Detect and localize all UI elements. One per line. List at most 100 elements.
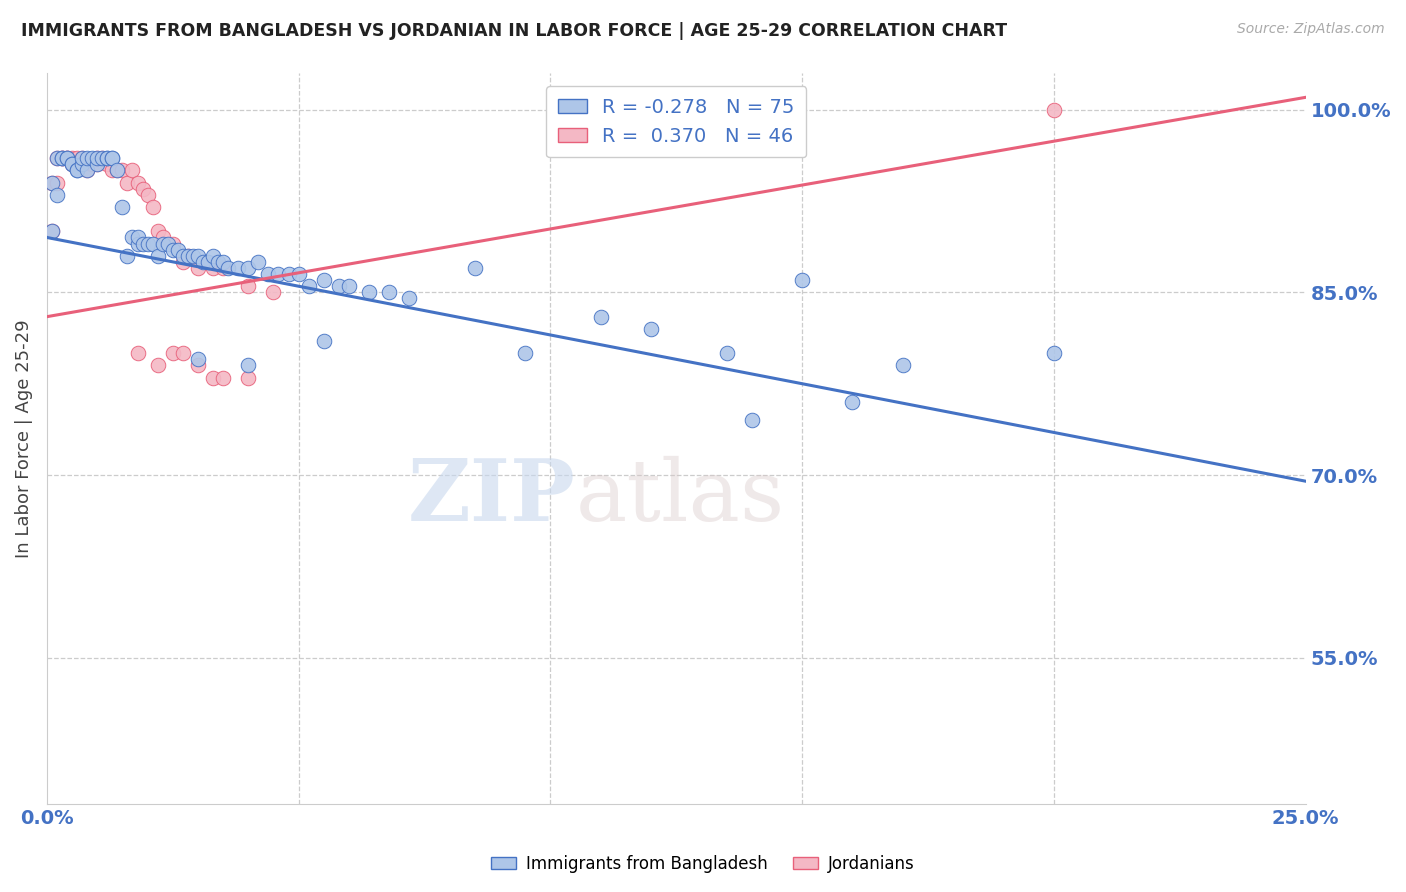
Y-axis label: In Labor Force | Age 25-29: In Labor Force | Age 25-29: [15, 319, 32, 558]
Point: [359, 285, 381, 300]
Point: [891, 359, 914, 373]
Point: [226, 260, 249, 275]
Point: [172, 249, 194, 263]
Point: [312, 273, 335, 287]
Point: [202, 249, 225, 263]
Point: [238, 279, 260, 293]
Point: [790, 273, 813, 287]
Text: atlas: atlas: [575, 456, 785, 539]
Point: [117, 249, 139, 263]
Point: [51, 151, 73, 165]
Point: [202, 260, 225, 275]
Point: [162, 236, 184, 251]
Point: [60, 157, 83, 171]
Point: [217, 260, 239, 275]
Legend: R = -0.278   N = 75, R =  0.370   N = 46: R = -0.278 N = 75, R = 0.370 N = 46: [546, 87, 807, 157]
Text: ZIP: ZIP: [408, 455, 575, 539]
Point: [41, 224, 63, 238]
Text: IMMIGRANTS FROM BANGLADESH VS JORDANIAN IN LABOR FORCE | AGE 25-29 CORRELATION C: IMMIGRANTS FROM BANGLADESH VS JORDANIAN …: [21, 22, 1007, 40]
Point: [117, 176, 139, 190]
Point: [86, 157, 108, 171]
Point: [277, 267, 299, 281]
Point: [187, 359, 209, 373]
Point: [337, 279, 360, 293]
Point: [127, 176, 149, 190]
Point: [51, 151, 73, 165]
Point: [162, 346, 184, 360]
Point: [464, 260, 486, 275]
Point: [328, 279, 350, 293]
Point: [238, 260, 260, 275]
Point: [287, 267, 309, 281]
Point: [82, 157, 104, 171]
Point: [146, 224, 169, 238]
Point: [378, 285, 401, 300]
Point: [96, 151, 118, 165]
Point: [177, 249, 200, 263]
Point: [131, 182, 153, 196]
Point: [91, 151, 114, 165]
Point: [312, 334, 335, 348]
Point: [96, 157, 118, 171]
Point: [56, 151, 79, 165]
Point: [41, 176, 63, 190]
Point: [177, 249, 200, 263]
Point: [142, 200, 165, 214]
Point: [60, 157, 83, 171]
Point: [86, 157, 108, 171]
Point: [127, 230, 149, 244]
Point: [46, 176, 69, 190]
Point: [238, 370, 260, 384]
Point: [70, 157, 93, 171]
Point: [51, 151, 73, 165]
Point: [136, 236, 159, 251]
Point: [187, 352, 209, 367]
Point: [197, 255, 219, 269]
Point: [156, 236, 179, 251]
Point: [181, 249, 204, 263]
Point: [127, 346, 149, 360]
Point: [187, 249, 209, 263]
Point: [187, 260, 209, 275]
Point: [298, 279, 321, 293]
Point: [212, 260, 235, 275]
Point: [111, 200, 134, 214]
Point: [202, 370, 225, 384]
Point: [262, 285, 284, 300]
Point: [172, 255, 194, 269]
Point: [70, 151, 93, 165]
Point: [1042, 346, 1064, 360]
Point: [152, 236, 174, 251]
Point: [41, 224, 63, 238]
Point: [127, 236, 149, 251]
Point: [101, 163, 124, 178]
Point: [207, 255, 229, 269]
Point: [111, 163, 134, 178]
Point: [398, 292, 420, 306]
Point: [191, 255, 214, 269]
Point: [76, 151, 98, 165]
Point: [86, 151, 108, 165]
Point: [46, 187, 69, 202]
Point: [267, 267, 290, 281]
Point: [136, 187, 159, 202]
Point: [841, 395, 863, 409]
Point: [105, 163, 128, 178]
Point: [247, 255, 270, 269]
Point: [152, 230, 174, 244]
Point: [142, 236, 165, 251]
Point: [212, 370, 235, 384]
Point: [162, 243, 184, 257]
Point: [51, 151, 73, 165]
Point: [46, 151, 69, 165]
Point: [589, 310, 612, 324]
Point: [121, 163, 143, 178]
Point: [716, 346, 738, 360]
Point: [640, 322, 662, 336]
Point: [46, 151, 69, 165]
Point: [91, 151, 114, 165]
Point: [66, 151, 89, 165]
Point: [101, 151, 124, 165]
Point: [238, 359, 260, 373]
Point: [1042, 103, 1064, 117]
